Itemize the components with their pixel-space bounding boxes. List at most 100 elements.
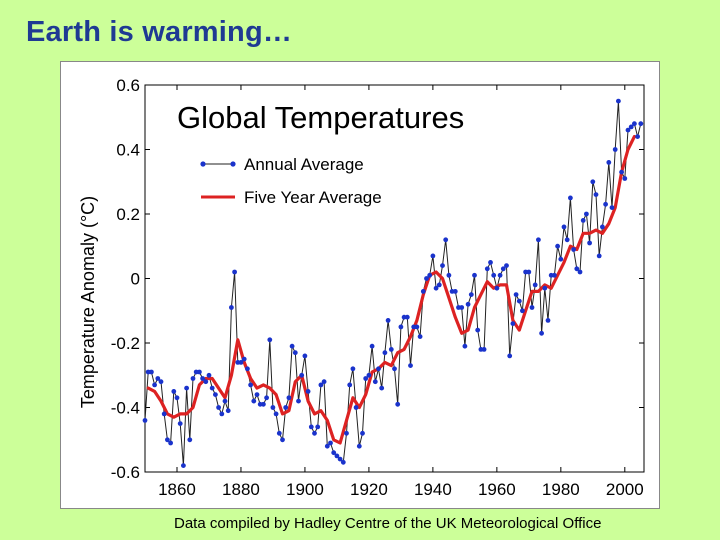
annual-point — [286, 395, 292, 401]
annual-point — [536, 237, 541, 243]
annual-point — [638, 121, 644, 127]
annual-point — [379, 385, 385, 391]
x-tick-label: 1940 — [414, 480, 452, 499]
annual-point — [507, 353, 513, 359]
annual-point — [609, 205, 615, 211]
annual-point — [385, 318, 391, 323]
five-year-average-line — [146, 134, 637, 445]
annual-point — [315, 424, 321, 430]
annual-point — [155, 376, 161, 381]
annual-point — [289, 343, 295, 349]
annual-point — [606, 160, 612, 165]
annual-point — [261, 401, 266, 407]
legend-annual-marker-2 — [230, 161, 236, 167]
annual-point — [504, 263, 509, 268]
source-credit: Data compiled by Hadley Centre of the UK… — [174, 515, 602, 532]
annual-point — [593, 192, 599, 198]
annual-point — [628, 124, 634, 130]
annual-point — [177, 421, 183, 426]
legend-annual-label: Annual Average — [244, 155, 364, 174]
annual-point — [353, 405, 359, 410]
annual-point — [564, 237, 570, 243]
annual-point — [360, 430, 365, 436]
annual-point — [596, 253, 602, 259]
annual-point — [187, 437, 193, 443]
annual-point — [190, 376, 196, 381]
annual-point — [149, 369, 154, 375]
annual-point — [462, 343, 468, 349]
annual-point — [318, 382, 324, 388]
x-tick-label: 1900 — [286, 480, 324, 499]
y-tick-label: 0.6 — [116, 76, 140, 95]
annual-point — [161, 411, 167, 417]
annual-point — [213, 392, 218, 397]
annual-point — [356, 443, 362, 449]
annual-point — [206, 372, 212, 378]
annual-point — [324, 443, 330, 449]
annual-point — [331, 450, 337, 456]
annual-point — [168, 440, 173, 446]
legend-five-year-label: Five Year Average — [244, 188, 382, 207]
annual-point — [436, 282, 442, 288]
y-tick-label: 0 — [131, 270, 140, 289]
annual-point — [555, 243, 560, 249]
annual-point — [500, 266, 506, 272]
annual-point — [580, 218, 586, 223]
annual-point — [366, 372, 372, 378]
annual-point — [225, 408, 231, 414]
annual-point — [404, 314, 410, 320]
annual-point — [520, 308, 525, 314]
x-tick-label: 1960 — [478, 480, 516, 499]
annual-point — [273, 411, 279, 417]
annual-point — [616, 98, 621, 104]
annual-point — [600, 224, 605, 230]
annual-point — [299, 372, 305, 378]
annual-point — [200, 376, 206, 381]
annual-point — [337, 456, 343, 462]
annual-point — [472, 272, 477, 278]
annual-point — [510, 321, 516, 326]
annual-point — [363, 376, 369, 381]
annual-point — [280, 437, 285, 443]
annual-point — [488, 260, 493, 265]
annual-point — [408, 363, 413, 368]
annual-point — [270, 405, 276, 410]
y-tick-label: 0.2 — [116, 205, 140, 224]
annual-point — [558, 256, 564, 262]
annual-point — [424, 276, 429, 281]
annual-point — [312, 430, 317, 436]
annual-point — [152, 382, 157, 388]
x-tick-label: 2000 — [606, 480, 644, 499]
annual-point — [241, 356, 247, 362]
annual-point — [465, 301, 471, 307]
annual-point — [584, 211, 589, 217]
annual-point — [443, 237, 449, 243]
annual-point — [308, 424, 314, 430]
annual-point — [158, 379, 164, 385]
annual-point — [529, 305, 535, 310]
annual-point — [577, 269, 583, 275]
y-tick-label: -0.2 — [111, 334, 140, 353]
legend: Annual Average Five Year Average — [200, 155, 382, 207]
annual-point — [251, 398, 257, 404]
annual-point — [587, 240, 592, 246]
annual-point — [197, 369, 202, 375]
annual-point — [229, 305, 234, 310]
annual-point — [222, 398, 228, 404]
annual-point — [430, 253, 436, 259]
annual-point — [372, 379, 378, 385]
annual-point — [174, 395, 180, 401]
annual-point — [590, 179, 596, 185]
annual-point — [382, 350, 388, 356]
legend-annual-marker — [200, 161, 206, 167]
annual-point — [292, 350, 298, 356]
y-tick-label: -0.4 — [111, 399, 140, 418]
annual-point — [494, 285, 500, 291]
annual-point — [513, 292, 519, 297]
annual-point — [632, 121, 637, 127]
annual-point — [619, 169, 624, 175]
annual-point — [574, 266, 580, 272]
annual-point — [625, 127, 631, 133]
annual-point — [497, 272, 503, 278]
annual-point — [392, 366, 397, 372]
